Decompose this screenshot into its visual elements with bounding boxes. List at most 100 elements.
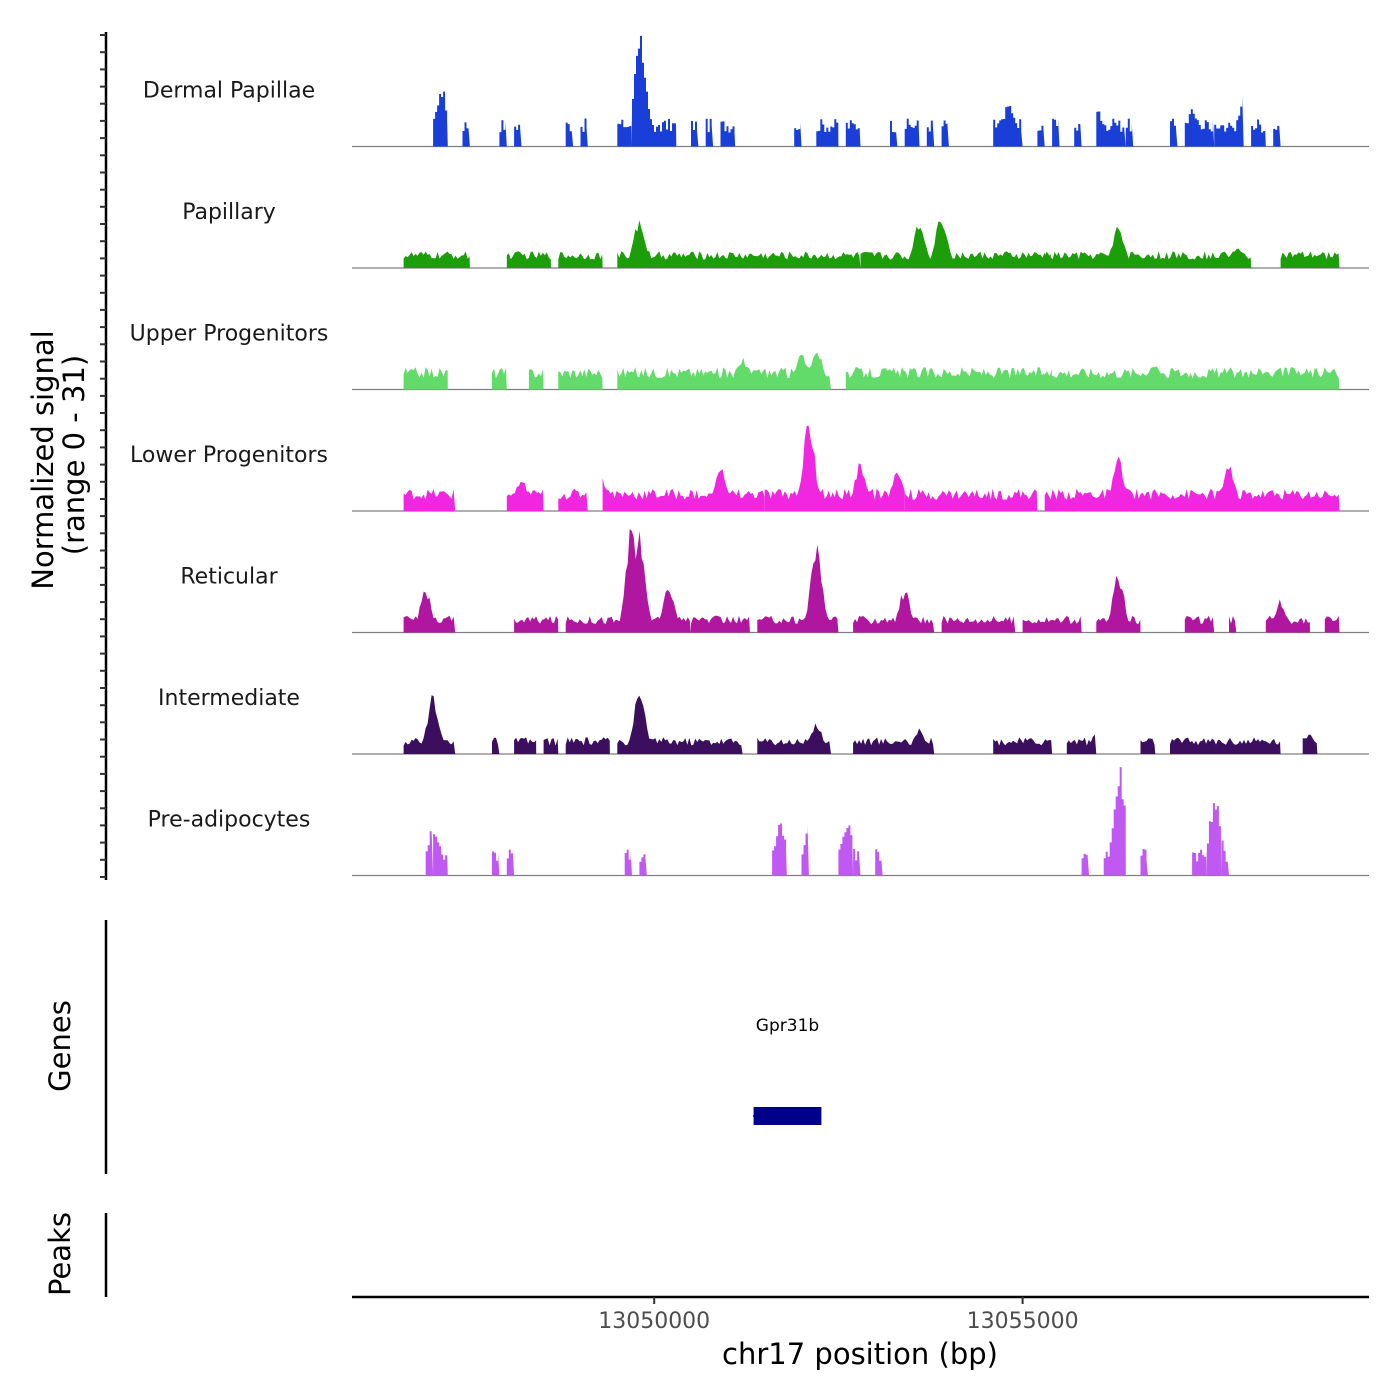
track-label: Reticular [180,565,278,590]
signal-region [926,120,935,147]
signal-region [403,695,456,754]
signal-region [1074,122,1082,147]
signal-region [617,695,743,754]
gene-annotations: Gpr31b [752,1016,822,1125]
track-label: Dermal Papillae [143,79,315,104]
signal-region [801,824,809,876]
signal-region [853,849,861,876]
track-1: Papillary [182,200,1369,269]
signal-region [632,35,677,147]
signal-region [691,615,750,633]
signal-region [1044,226,1252,268]
signal-region [1096,575,1141,633]
track-label: Papillary [182,200,276,225]
signal-region [705,118,714,147]
signal-region [403,591,456,633]
signal-region [890,120,898,147]
gene-body [753,1107,822,1125]
signal-region [425,831,434,876]
signal-region [492,737,500,754]
signal-region [1044,366,1340,390]
signal-region [1184,615,1215,633]
signal-region [1081,853,1089,876]
signal-region [1251,119,1266,147]
signal-region [1265,599,1310,633]
signal-region [565,529,691,633]
track-label: Upper Progenitors [130,322,329,347]
signal-region [904,488,1038,511]
signal-region [565,122,574,147]
track-6: Pre-adipocytes [148,767,1369,877]
signal-region [757,723,831,754]
coverage-y-ticks [100,34,106,878]
signal-region [772,823,787,876]
signal-region [565,737,610,754]
signal-region [492,851,500,876]
signal-region [403,251,470,268]
signal-region [1096,111,1126,147]
signal-region [1229,615,1237,633]
signal-region [853,592,935,633]
signal-region [1103,767,1126,876]
gene-label: Gpr31b [756,1016,819,1036]
signal-region [602,469,765,511]
signal-region [558,252,603,268]
signal-region [1022,616,1082,633]
signal-region [845,367,1053,390]
signal-region [875,849,883,876]
signal-region [1214,94,1244,147]
signal-region [794,122,802,147]
signal-region [1273,125,1281,147]
signal-region [757,544,839,633]
signal-region [764,425,905,511]
signal-region [403,489,456,511]
signal-region [853,728,935,754]
signal-region [941,615,1016,633]
signal-region [1170,737,1281,754]
signal-region [617,220,861,268]
signal-region [617,352,831,390]
track-label: Pre-adipocytes [148,808,311,833]
signal-region [720,121,736,147]
signal-region [993,737,1053,754]
signal-region [838,825,854,876]
track-5: Intermediate [158,686,1369,755]
coverage-y-axis-title: Normalized signal [26,330,60,589]
genes-track-title: Genes [43,1000,77,1092]
signal-region [860,221,1053,268]
signal-region [624,849,632,876]
signal-region [1170,118,1178,147]
signal-region [558,488,588,511]
x-axis-title: chr17 position (bp) [722,1337,998,1371]
x-tick-label: 13055000 [967,1309,1079,1334]
signal-region [1140,738,1156,754]
signal-region [499,120,507,147]
track-0: Dermal Papillae [143,35,1369,148]
signal-region [691,121,699,147]
x-axis-ticks: 13050000 13055000 [598,1297,1079,1334]
signal-region [1302,734,1318,754]
signal-region [617,113,632,147]
signal-region [433,834,448,876]
signal-region [528,369,544,390]
signal-region [1280,251,1340,268]
signal-region [1206,803,1222,876]
signal-region [558,368,603,390]
signal-region [1192,848,1207,876]
signal-region [543,738,559,754]
signal-region [1052,118,1060,147]
signal-region [580,118,588,147]
signal-region [506,849,515,876]
signal-region [403,367,448,390]
signal-region [1184,109,1215,147]
signal-region [1324,615,1340,633]
signal-region [639,854,647,876]
signal-region [506,251,551,268]
signal-region [1066,734,1097,754]
signal-region [816,119,839,147]
signal-region [1037,125,1045,147]
signal-region [1221,840,1229,876]
track-2: Upper Progenitors [130,322,1369,391]
track-4: Reticular [180,529,1369,634]
